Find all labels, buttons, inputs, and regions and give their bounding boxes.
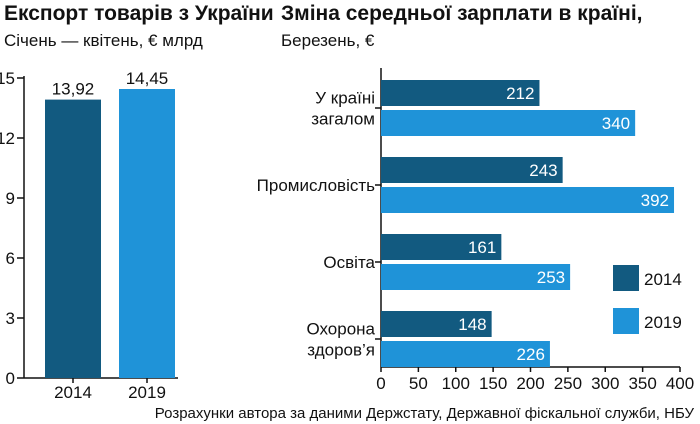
salary-bar-2014	[381, 157, 563, 183]
export-chart-title: Експорт товарів з України	[4, 2, 274, 25]
category-label: здоров’я	[307, 341, 375, 360]
y-tick-label: 9	[6, 189, 15, 208]
bar-value-label: 243	[529, 161, 557, 180]
category-label: Освіта	[323, 253, 375, 272]
export-chart-subtitle: Січень — квітень, € млрд	[4, 31, 203, 50]
x-tick-label: 350	[628, 374, 656, 393]
legend-swatch-2019	[613, 308, 639, 334]
salary-bar-2019	[381, 264, 571, 290]
salary-bar-2019	[381, 187, 675, 213]
salary-bar-chart: 0 50 100 150 200 250 300 350 400 У країні загалом 2…	[257, 68, 694, 393]
salary-bar-2019	[381, 110, 636, 136]
bar-value-label: 253	[537, 268, 565, 287]
salary-bar-2014	[381, 80, 540, 106]
x-tick-label: 150	[479, 374, 507, 393]
salary-chart-subtitle: Березень, €	[281, 31, 375, 50]
category-label: У країні	[315, 89, 375, 108]
category-label: загалом	[311, 110, 375, 129]
legend-swatch-2014	[613, 265, 639, 291]
bar-value-label: 212	[506, 84, 534, 103]
x-tick-label: 50	[409, 374, 428, 393]
category-label: Промисловість	[257, 176, 375, 195]
x-tick-label: 400	[666, 374, 694, 393]
bar-value-label: 392	[641, 191, 669, 210]
y-tick-label: 12	[0, 129, 15, 148]
y-tick-label: 6	[6, 249, 15, 268]
source-note: Розрахунки автора за даними Держстату, Д…	[155, 405, 695, 422]
legend-label: 2014	[644, 270, 682, 289]
salary-bar-2019	[381, 341, 550, 367]
export-bar-chart: 0 3 6 9 12 15 13,92 2014 14,45 2019	[0, 69, 178, 402]
y-tick-label: 3	[6, 309, 15, 328]
y-tick-label: 15	[0, 69, 15, 88]
bar-value-label: 161	[468, 238, 496, 257]
y-tick-label: 0	[6, 369, 15, 388]
legend-label: 2019	[644, 313, 682, 332]
x-tick-label: 200	[516, 374, 544, 393]
category-label: Охорона	[306, 320, 375, 339]
salary-chart-title: Зміна середньої зарплати в країні,	[281, 2, 643, 25]
bar-value-label: 148	[458, 315, 486, 334]
export-bar	[119, 89, 175, 378]
x-tick-label: 100	[442, 374, 470, 393]
bar-value-label: 340	[602, 114, 630, 133]
salary-bar-2014	[381, 311, 492, 337]
x-tick-label: 2014	[54, 383, 92, 402]
bar-value-label: 14,45	[126, 69, 169, 88]
x-tick-label: 300	[591, 374, 619, 393]
bar-value-label: 226	[517, 345, 545, 364]
x-tick-label: 250	[554, 374, 582, 393]
x-tick-label: 2019	[128, 383, 166, 402]
bar-value-label: 13,92	[52, 80, 95, 99]
salary-bar-2014	[381, 234, 502, 260]
x-tick-label: 0	[376, 374, 385, 393]
export-bar	[45, 99, 101, 378]
